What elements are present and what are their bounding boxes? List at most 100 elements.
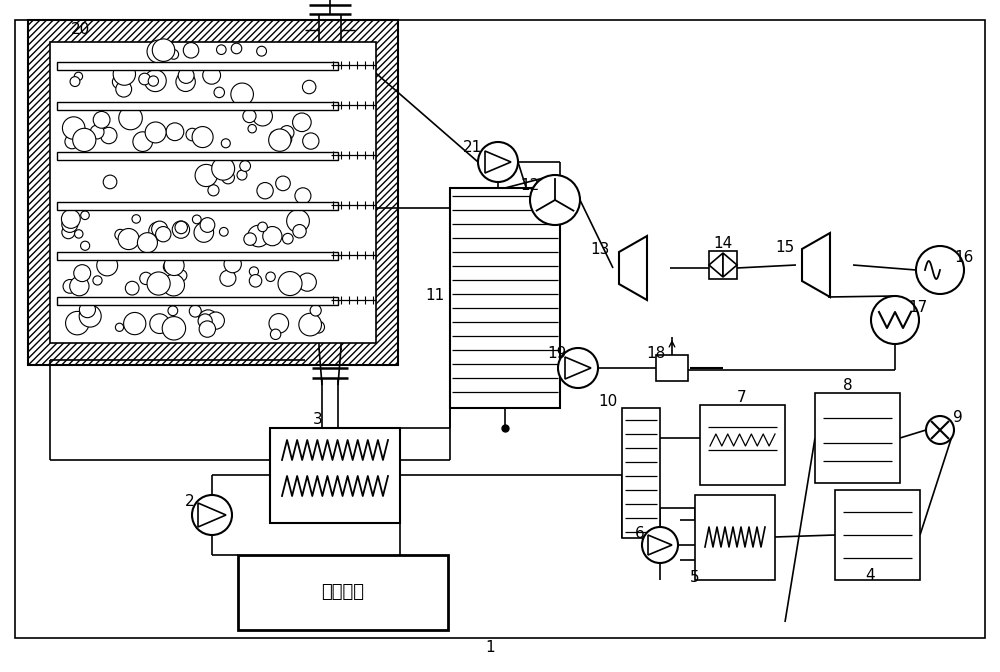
- Circle shape: [62, 117, 85, 139]
- Circle shape: [62, 216, 78, 233]
- Text: 6: 6: [635, 526, 645, 540]
- Circle shape: [916, 246, 964, 294]
- Circle shape: [244, 233, 256, 245]
- Text: 7: 7: [737, 390, 747, 405]
- Circle shape: [176, 270, 187, 281]
- Circle shape: [145, 122, 166, 143]
- Text: 2: 2: [185, 495, 195, 509]
- Circle shape: [147, 272, 170, 295]
- Circle shape: [81, 211, 89, 220]
- Circle shape: [97, 255, 118, 276]
- Circle shape: [249, 267, 259, 276]
- Bar: [28, 20, 398, 365]
- Polygon shape: [723, 253, 737, 277]
- Circle shape: [231, 83, 253, 106]
- Circle shape: [133, 132, 153, 151]
- Circle shape: [79, 302, 95, 318]
- Circle shape: [62, 226, 75, 239]
- Polygon shape: [648, 535, 672, 555]
- Circle shape: [116, 81, 132, 97]
- Text: 21: 21: [463, 140, 483, 155]
- Bar: [57, 102, 338, 110]
- Circle shape: [287, 210, 309, 233]
- Bar: [622, 408, 660, 538]
- Bar: [695, 495, 775, 580]
- Circle shape: [169, 50, 179, 59]
- Bar: [57, 252, 338, 260]
- Polygon shape: [198, 503, 226, 527]
- Text: 10: 10: [598, 394, 618, 409]
- Text: 12: 12: [520, 177, 540, 192]
- Circle shape: [192, 215, 201, 224]
- Circle shape: [93, 112, 110, 128]
- Text: 13: 13: [590, 243, 610, 257]
- Circle shape: [926, 416, 954, 444]
- Circle shape: [168, 306, 178, 316]
- Circle shape: [248, 124, 256, 133]
- Text: 18: 18: [646, 347, 666, 362]
- Circle shape: [270, 131, 280, 140]
- Circle shape: [74, 265, 91, 282]
- Circle shape: [293, 113, 311, 132]
- Circle shape: [214, 87, 224, 97]
- Circle shape: [208, 185, 219, 196]
- Circle shape: [237, 170, 247, 180]
- Circle shape: [231, 43, 242, 54]
- Circle shape: [147, 40, 170, 63]
- Bar: [700, 405, 785, 485]
- Bar: [450, 188, 560, 408]
- Circle shape: [269, 129, 291, 151]
- Circle shape: [224, 255, 241, 273]
- Circle shape: [118, 228, 139, 249]
- Circle shape: [137, 233, 157, 253]
- Circle shape: [478, 142, 518, 182]
- Bar: [709, 251, 737, 279]
- Circle shape: [258, 222, 267, 232]
- Circle shape: [276, 176, 290, 191]
- Circle shape: [642, 527, 678, 563]
- Circle shape: [286, 276, 297, 286]
- Polygon shape: [619, 236, 647, 300]
- Circle shape: [139, 73, 150, 85]
- Circle shape: [220, 270, 236, 286]
- Circle shape: [75, 230, 83, 238]
- Circle shape: [101, 127, 117, 144]
- Text: 保温水笹: 保温水笹: [322, 583, 364, 601]
- Bar: [815, 393, 900, 483]
- Text: 8: 8: [843, 378, 853, 394]
- Circle shape: [198, 314, 212, 328]
- Circle shape: [212, 157, 235, 180]
- Circle shape: [298, 273, 316, 291]
- Circle shape: [192, 495, 232, 535]
- Text: 14: 14: [713, 235, 733, 251]
- Circle shape: [248, 225, 269, 247]
- Circle shape: [90, 125, 104, 139]
- Circle shape: [175, 221, 187, 234]
- Text: 3: 3: [313, 413, 323, 427]
- Bar: [270, 428, 400, 523]
- Circle shape: [65, 134, 79, 149]
- Circle shape: [270, 329, 281, 339]
- Circle shape: [125, 282, 139, 295]
- Circle shape: [295, 187, 311, 204]
- Bar: [238, 555, 448, 630]
- Bar: [835, 490, 920, 580]
- Text: 11: 11: [425, 288, 445, 302]
- Circle shape: [149, 222, 167, 240]
- Circle shape: [112, 75, 126, 89]
- Circle shape: [302, 80, 316, 94]
- Circle shape: [79, 305, 101, 327]
- Polygon shape: [485, 151, 511, 173]
- Circle shape: [75, 126, 86, 136]
- Circle shape: [293, 224, 306, 238]
- Circle shape: [199, 310, 218, 329]
- Circle shape: [163, 274, 184, 296]
- Circle shape: [74, 72, 83, 81]
- Circle shape: [257, 183, 273, 199]
- Bar: [57, 297, 338, 305]
- Circle shape: [299, 313, 321, 336]
- Circle shape: [199, 321, 216, 337]
- Circle shape: [73, 128, 96, 151]
- Circle shape: [93, 276, 102, 285]
- Circle shape: [269, 314, 289, 333]
